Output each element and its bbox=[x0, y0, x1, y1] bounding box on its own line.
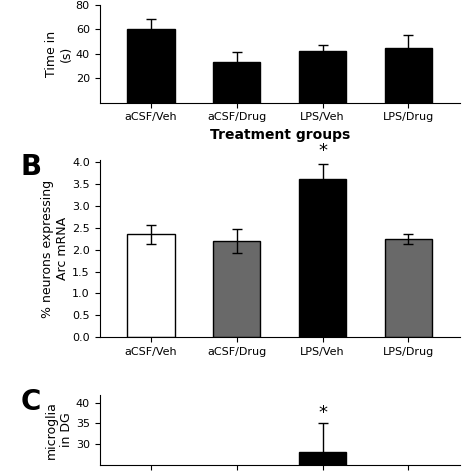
Y-axis label: % neurons expressing
Arc mRNA: % neurons expressing Arc mRNA bbox=[41, 180, 69, 318]
Bar bbox=[299, 179, 346, 337]
Bar bbox=[128, 235, 174, 337]
Bar bbox=[385, 239, 432, 337]
Bar bbox=[213, 62, 260, 102]
Bar bbox=[213, 241, 260, 337]
Y-axis label: Time in
(s): Time in (s) bbox=[45, 31, 73, 77]
Bar bbox=[299, 51, 346, 102]
Text: B: B bbox=[20, 153, 41, 181]
Bar bbox=[128, 29, 174, 102]
Text: *: * bbox=[318, 142, 327, 160]
Y-axis label: microglia
in DG: microglia in DG bbox=[45, 401, 73, 458]
Text: C: C bbox=[20, 388, 41, 416]
X-axis label: Treatment groups: Treatment groups bbox=[210, 128, 350, 142]
Bar bbox=[385, 47, 432, 102]
Text: *: * bbox=[318, 404, 327, 422]
Bar bbox=[299, 452, 346, 474]
